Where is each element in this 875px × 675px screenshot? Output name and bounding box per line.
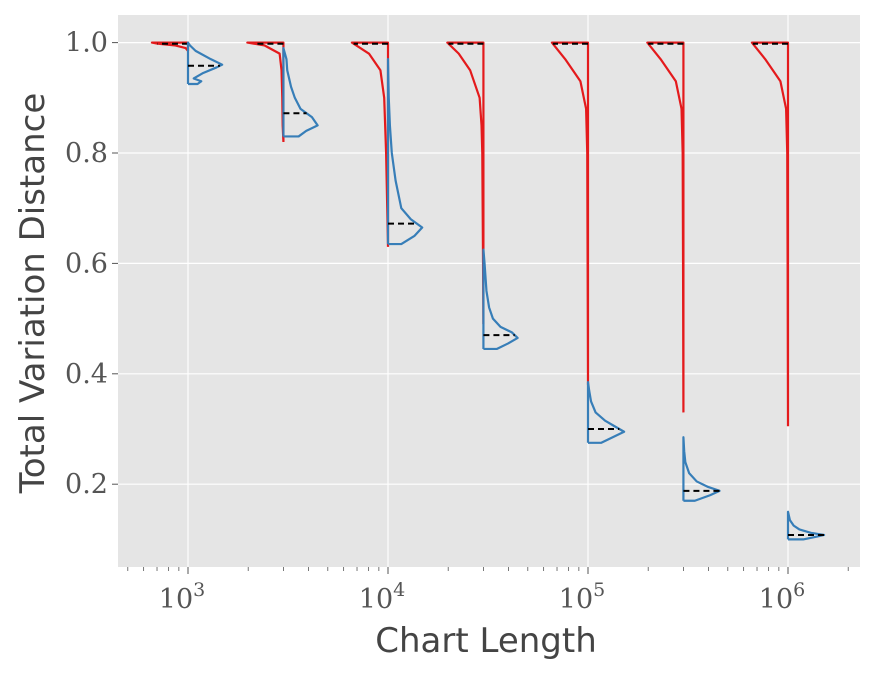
violin-left-half [446, 41, 485, 325]
y-tick-label: 0.8 [65, 138, 108, 169]
axes: 0.2 0.4 0.6 0.8 1.0 103 104 105 106 [65, 28, 849, 615]
violin-300000 [646, 41, 721, 502]
plot-background [118, 15, 860, 567]
violin-10000 [350, 41, 424, 247]
x-axis-title: Chart Length [375, 621, 597, 661]
x-tick-label: 106 [759, 579, 805, 615]
x-tick-label: 103 [159, 579, 205, 615]
violin-right-half [386, 58, 424, 246]
y-axis-title: Total Variation Distance [13, 93, 53, 495]
violin-100000 [550, 41, 626, 444]
violin-3000 [246, 41, 319, 143]
violin-right-half [786, 510, 826, 541]
violin-left-half [750, 41, 790, 427]
x-tick-label: 105 [559, 579, 605, 615]
y-tick-label: 0.4 [65, 359, 108, 390]
violin-left-half [350, 41, 390, 247]
violin-30000 [446, 41, 519, 351]
y-tick-label: 1.0 [65, 28, 108, 59]
violin-left-half [550, 41, 590, 385]
y-tick-label: 0.2 [65, 469, 108, 500]
x-tick-label: 104 [359, 579, 405, 615]
y-tick-label: 0.6 [65, 248, 108, 279]
violin-right-half [682, 436, 721, 502]
violin-1000 [150, 41, 224, 86]
violins [150, 41, 826, 541]
violin-right-half [282, 47, 319, 138]
violin-right-half [482, 248, 519, 351]
violin-left-half [646, 41, 685, 413]
violin-right-half [586, 380, 626, 444]
violin-1000000 [750, 41, 826, 541]
